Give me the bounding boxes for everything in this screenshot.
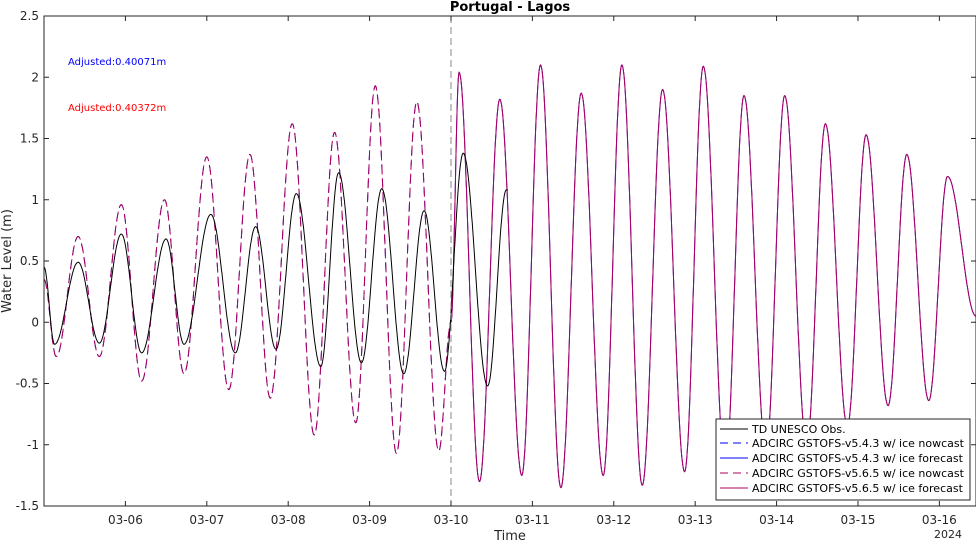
legend-entry: ADCIRC GSTOFS-v5.6.5 w/ ice forecast: [720, 482, 964, 495]
y-tick-label: 2.5: [20, 9, 39, 23]
y-tick-label: -1.5: [16, 499, 39, 513]
series-layer: [43, 64, 976, 489]
chart-title: Portugal - Lagos: [450, 0, 571, 15]
series-line: [450, 64, 976, 489]
y-axis: -1.5 -1 -0.5 0 0.5 1 1.5 2 2.5: [16, 9, 976, 513]
x-tick-label: 03-10: [434, 513, 469, 527]
y-axis-label: Water Level (m): [0, 209, 15, 313]
x-axis-label: Time: [493, 529, 526, 541]
x-tick-label: 03-16: [922, 513, 957, 527]
y-tick-label: 1: [31, 193, 39, 207]
year-label: 2024: [934, 528, 962, 541]
x-tick-label: 03-06: [108, 513, 143, 527]
y-tick-label: 0: [31, 315, 39, 329]
x-tick-label: 03-08: [271, 513, 306, 527]
x-tick-label: 03-09: [352, 513, 387, 527]
y-tick-label: -1: [27, 438, 39, 452]
y-tick-label: 1.5: [20, 132, 39, 146]
adjusted-annotation-blue: Adjusted:0.40071m: [68, 57, 166, 68]
adjusted-annotation-red: Adjusted:0.40372m: [68, 103, 166, 114]
legend-label: TD UNESCO Obs.: [751, 423, 846, 436]
series-line: [43, 85, 452, 454]
x-tick-label: 03-13: [678, 513, 713, 527]
y-tick-label: 0.5: [20, 254, 39, 268]
legend-box: [715, 418, 971, 501]
legend-label: ADCIRC GSTOFS-v5.4.3 w/ ice forecast: [752, 452, 964, 465]
x-tick-label: 03-11: [515, 513, 550, 527]
legend-entry: ADCIRC GSTOFS-v5.6.5 w/ ice nowcast: [720, 467, 965, 480]
x-tick-label: 03-15: [841, 513, 876, 527]
legend-label: ADCIRC GSTOFS-v5.6.5 w/ ice forecast: [752, 482, 964, 495]
y-tick-label: 2: [31, 70, 39, 84]
legend-entry: TD UNESCO Obs.: [720, 423, 846, 436]
x-tick-label: 03-14: [759, 513, 794, 527]
x-tick-label: 03-07: [189, 513, 224, 527]
legend-label: ADCIRC GSTOFS-v5.6.5 w/ ice nowcast: [752, 467, 965, 480]
legend-entry: ADCIRC GSTOFS-v5.4.3 w/ ice forecast: [720, 452, 964, 465]
legend: TD UNESCO Obs. ADCIRC GSTOFS-v5.4.3 w/ i…: [715, 418, 971, 501]
legend-entry: ADCIRC GSTOFS-v5.4.3 w/ ice nowcast: [720, 437, 965, 450]
x-tick-label: 03-12: [596, 513, 631, 527]
x-axis: 03-06 03-07 03-08 03-09 03-10 03-11 03-12 03-13…: [108, 16, 957, 527]
legend-label: ADCIRC GSTOFS-v5.4.3 w/ ice nowcast: [752, 437, 965, 450]
y-tick-label: -0.5: [16, 377, 39, 391]
series-line: [43, 152, 508, 387]
